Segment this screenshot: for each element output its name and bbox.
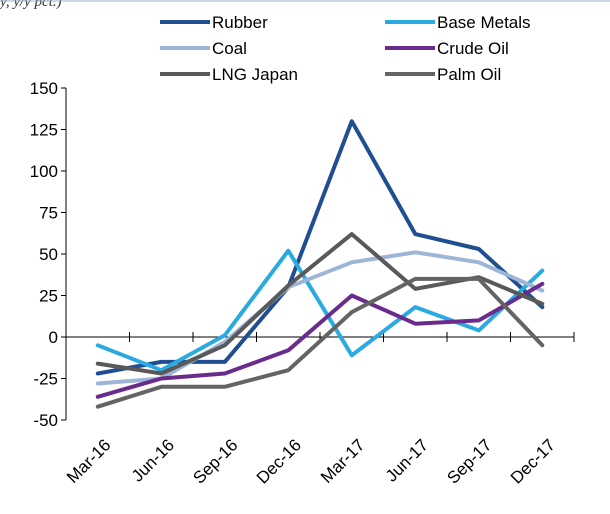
y-tick-label: -50: [33, 411, 58, 430]
chart-subtitle: (g-o-y, y/y pct.): [0, 0, 62, 10]
legend-label: Coal: [212, 39, 247, 58]
legend-label: Palm Oil: [437, 65, 501, 84]
x-tick-label: Sep-17: [443, 435, 495, 487]
series-line-coal: [95, 250, 545, 386]
x-tick-label: Mar-16: [63, 435, 115, 487]
y-tick-label: 25: [39, 287, 58, 306]
legend-label: LNG Japan: [212, 65, 298, 84]
y-tick-label: 100: [30, 162, 58, 181]
y-tick-label: 75: [39, 204, 58, 223]
y-tick-label: -25: [33, 370, 58, 389]
y-tick-label: 50: [39, 245, 58, 264]
x-tick-label: Dec-16: [253, 435, 305, 487]
series-lines: [95, 119, 545, 409]
x-tick-label: Jun-17: [382, 435, 432, 485]
x-tick-label: Jun-16: [128, 435, 178, 485]
legend-label: Rubber: [212, 13, 268, 32]
legend-label: Crude Oil: [437, 39, 509, 58]
x-tick-label: Dec-17: [507, 435, 559, 487]
series-line-base-metals: [95, 248, 545, 373]
y-tick-label: 150: [30, 79, 58, 98]
legend: Rubber Base Metals Coal Crude Oil LNG Japan P…: [160, 13, 531, 84]
series-line-palm-oil: [95, 276, 545, 409]
x-tick-label: Mar-17: [317, 435, 369, 487]
legend-label: Base Metals: [437, 13, 531, 32]
series-line-crude-oil: [95, 281, 545, 399]
y-tick-label: 0: [49, 328, 58, 347]
y-tick-label: 125: [30, 121, 58, 140]
x-tick-label: Sep-16: [189, 435, 241, 487]
series-line-rubber: [95, 119, 545, 376]
